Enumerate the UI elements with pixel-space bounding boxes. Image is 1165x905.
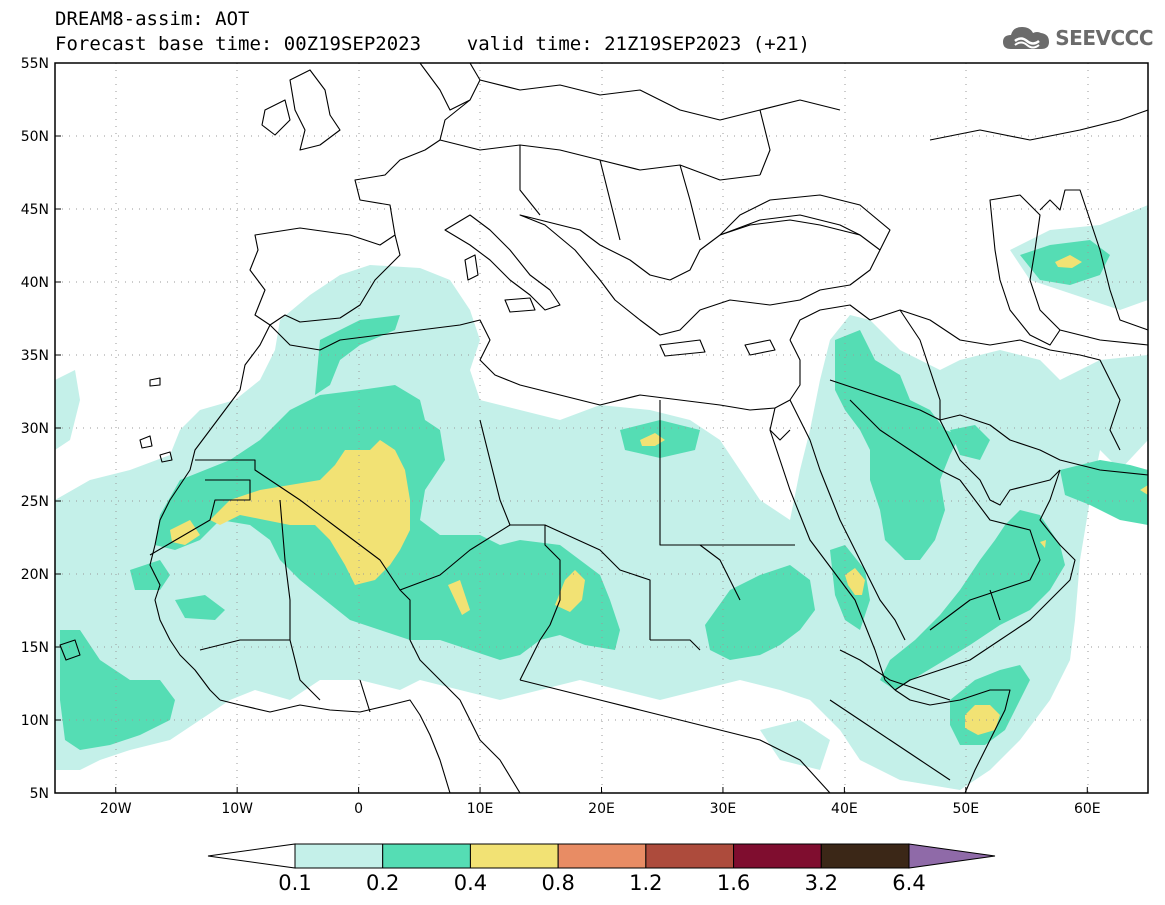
lon-label: 40E [831,801,858,817]
colorbar-tick-label: 0.2 [366,871,399,895]
colorbar-tick-label: 1.6 [717,871,750,895]
lat-label: 35N [21,348,49,364]
lat-label: 5N [30,786,49,802]
lat-label: 55N [21,56,49,72]
lat-label: 15N [21,640,49,656]
lat-label: 30N [21,421,49,437]
colorbar-tick-label: 0.8 [541,871,574,895]
colorbar-tick-label: 1.2 [629,871,662,895]
forecast-times: Forecast base time: 00Z19SEP2023 valid t… [55,33,810,55]
colorbar-tick-label: 0.4 [454,871,487,895]
lat-label: 40N [21,275,49,291]
colorbar-segment [382,843,471,869]
lon-label: 60E [1074,801,1101,817]
lon-label: 20W [100,801,132,817]
lon-label: 0 [354,801,363,817]
seevccc-logo: SEEVCCC [1001,20,1153,56]
logo-text: SEEVCCC [1055,26,1153,50]
lat-label: 25N [21,494,49,510]
lat-label: 45N [21,202,49,218]
lon-label: 20E [588,801,615,817]
coastlines-borders [59,63,1148,793]
latitude-labels: 55N 50N 45N 40N 35N 30N 25N 20N 15N 10N 5N [21,56,61,802]
lat-label: 50N [21,129,49,145]
lat-label: 10N [21,713,49,729]
colorbar-segment [820,843,910,869]
colorbar-segment [469,843,559,869]
aot-level-0-4 [170,255,1148,735]
colorbar-segment [645,843,735,869]
colorbar-tick-label: 3.2 [805,871,838,895]
lat-label: 20N [21,567,49,583]
lat-lon-grid [55,63,1148,793]
lon-label: 10E [467,801,494,817]
colorbar-segment [294,843,384,869]
dust-field [55,205,1148,790]
lon-label: 50E [952,801,979,817]
colorbar-segment [733,843,822,869]
lon-label: 10W [221,801,253,817]
colorbar-over-arrow [908,843,996,869]
longitude-labels: 20W 10W 0 10E 20E 30E 40E 50E 60E [100,787,1101,817]
colorbar-segment [557,843,647,869]
cloud-icon [1003,27,1050,49]
lon-label: 30E [710,801,737,817]
colorbar-tick-label: 6.4 [892,871,925,895]
colorbar-tick-label: 0.1 [278,871,311,895]
colorbar-under-arrow [207,843,296,869]
map-title: DREAM8-assim: AOT [55,8,250,30]
colorbar: 0.1 0.2 0.4 0.8 1.2 1.6 3.2 6.4 [207,843,996,895]
